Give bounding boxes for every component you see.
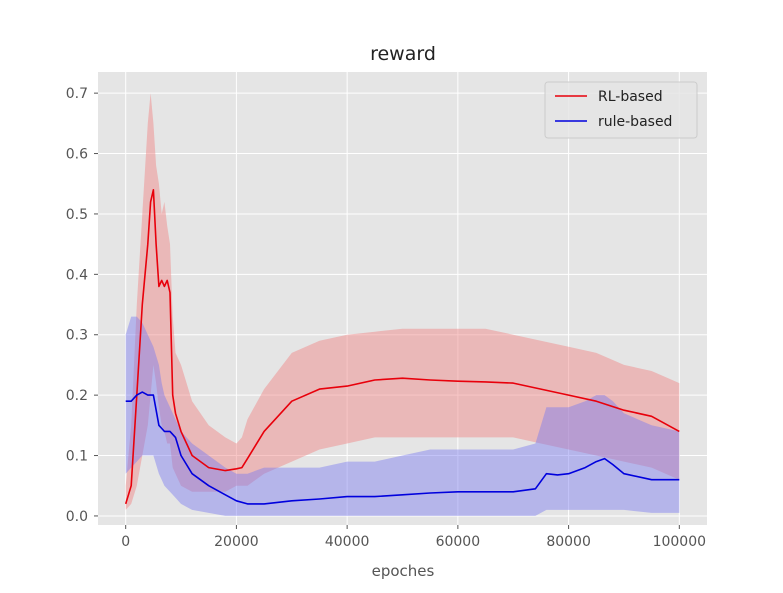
- x-tick-label: 40000: [325, 534, 370, 550]
- x-axis-label: epoches: [372, 562, 435, 580]
- x-tick-label: 100000: [653, 534, 706, 550]
- y-tick-label: 0.4: [66, 267, 88, 283]
- y-tick-label: 0.3: [66, 328, 88, 344]
- grid-layer: [98, 72, 707, 525]
- x-tick-label: 0: [121, 534, 130, 550]
- plot-area-background: [98, 72, 707, 525]
- band-rule-based: [125, 316, 680, 516]
- x-tick-label: 80000: [546, 534, 591, 550]
- y-tick-label: 0.2: [66, 388, 88, 404]
- x-tick-label: 60000: [436, 534, 481, 550]
- series-line-rule-based: [125, 391, 680, 505]
- y-tick-label: 0.0: [66, 509, 88, 525]
- y-tick-label: 0.5: [66, 207, 88, 223]
- series-line-rl-based: [124, 189, 680, 505]
- legend: RL-based rule-based: [544, 81, 698, 139]
- line-layer: [124, 189, 680, 505]
- y-tick-label: 0.1: [66, 449, 88, 465]
- y-tick-label: 0.6: [66, 147, 88, 163]
- band-layer: [125, 93, 680, 516]
- band-rl-based: [125, 93, 680, 510]
- x-tick-label: 20000: [214, 534, 259, 550]
- chart-title: reward: [370, 43, 436, 65]
- x-axis: 0 20000 40000 60000 80000 100000: [121, 525, 706, 550]
- y-axis: 0.0 0.1 0.2 0.3 0.4 0.5 0.6 0.7: [66, 86, 98, 525]
- legend-label-rule-based: rule-based: [598, 114, 672, 130]
- y-tick-label: 0.7: [66, 86, 88, 102]
- legend-label-rl-based: RL-based: [598, 89, 663, 105]
